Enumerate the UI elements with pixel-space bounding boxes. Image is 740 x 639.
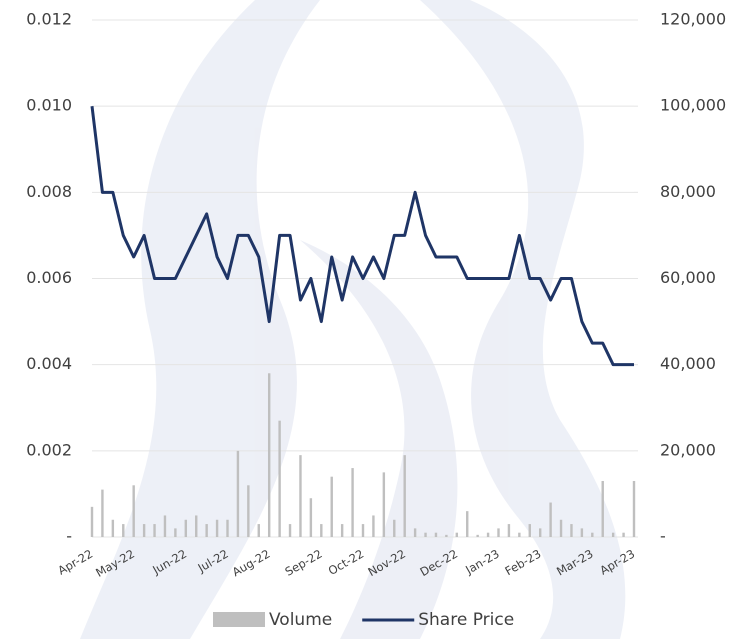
y-tick-label: 0.012 xyxy=(26,10,72,29)
watermark xyxy=(80,0,625,639)
volume-bar xyxy=(362,524,364,537)
volume-bar xyxy=(341,524,343,537)
volume-bar xyxy=(445,535,447,537)
y2-tick-label: 40,000 xyxy=(660,354,716,373)
legend-label: Volume xyxy=(269,610,332,630)
volume-bar xyxy=(456,533,458,537)
volume-bar xyxy=(393,520,395,537)
volume-bar xyxy=(403,455,405,537)
y-tick-label: 0.010 xyxy=(26,96,72,115)
y-tick-label: - xyxy=(66,527,72,546)
volume-bar xyxy=(633,481,635,537)
y2-tick-label: 100,000 xyxy=(660,96,726,115)
volume-bar xyxy=(424,533,426,537)
volume-bar xyxy=(278,421,280,537)
volume-bar xyxy=(612,533,614,537)
volume-bar xyxy=(91,507,93,537)
volume-bar xyxy=(487,533,489,537)
volume-bar xyxy=(310,498,312,537)
x-tick-label: Apr-22 xyxy=(55,547,95,578)
volume-bar xyxy=(143,524,145,537)
volume-bar xyxy=(435,533,437,537)
volume-bar xyxy=(195,515,197,537)
volume-bar xyxy=(549,503,551,537)
legend-swatch xyxy=(213,612,265,627)
volume-bar xyxy=(164,515,166,537)
volume-bar xyxy=(497,528,499,537)
x-tick-label: Oct-22 xyxy=(326,547,366,578)
chart: - 0.002 0.004 0.006 0.008 0.010 0.012 - 20,000 40… xyxy=(0,0,740,639)
volume-bar xyxy=(320,524,322,537)
y-tick-label: 0.002 xyxy=(26,440,72,459)
y2-tick-label: - xyxy=(660,527,666,546)
y-tick-label: 0.004 xyxy=(26,354,72,373)
y-tick-label: 0.008 xyxy=(26,182,72,201)
volume-bar xyxy=(570,524,572,537)
volume-bar xyxy=(299,455,301,537)
x-tick-label: Sep-22 xyxy=(283,547,325,579)
y2-tick-label: 80,000 xyxy=(660,182,716,201)
volume-bar xyxy=(622,533,624,537)
volume-bar xyxy=(466,511,468,537)
volume-bar xyxy=(185,520,187,537)
y-tick-label: 0.006 xyxy=(26,268,72,287)
volume-bar xyxy=(216,520,218,537)
volume-bar xyxy=(383,472,385,537)
volume-bar xyxy=(268,373,270,537)
volume-bar xyxy=(132,485,134,537)
volume-bar xyxy=(289,524,291,537)
volume-bar xyxy=(591,533,593,537)
volume-bar xyxy=(602,481,604,537)
volume-bar xyxy=(518,533,520,537)
volume-bar xyxy=(476,535,478,537)
x-tick-label: Feb-23 xyxy=(503,547,544,579)
volume-bar xyxy=(508,524,510,537)
y2-tick-label: 20,000 xyxy=(660,440,716,459)
volume-bar xyxy=(414,528,416,537)
legend-label: Share Price xyxy=(418,610,514,630)
y2-tick-label: 60,000 xyxy=(660,268,716,287)
volume-bar xyxy=(372,515,374,537)
x-tick-label: Jan-23 xyxy=(462,547,501,578)
volume-bar xyxy=(153,524,155,537)
volume-bar xyxy=(226,520,228,537)
volume-bar xyxy=(560,520,562,537)
volume-bar xyxy=(581,528,583,537)
volume-bar xyxy=(351,468,353,537)
volume-bar xyxy=(205,524,207,537)
volume-bar xyxy=(112,520,114,537)
volume-bar xyxy=(174,528,176,537)
volume-bar xyxy=(237,451,239,537)
y2-tick-label: 120,000 xyxy=(660,10,726,29)
volume-bar xyxy=(101,490,103,537)
volume-bar xyxy=(331,477,333,537)
volume-bar xyxy=(539,528,541,537)
volume-bar xyxy=(529,524,531,537)
volume-bar xyxy=(247,485,249,537)
volume-bar xyxy=(258,524,260,537)
volume-bar xyxy=(122,524,124,537)
